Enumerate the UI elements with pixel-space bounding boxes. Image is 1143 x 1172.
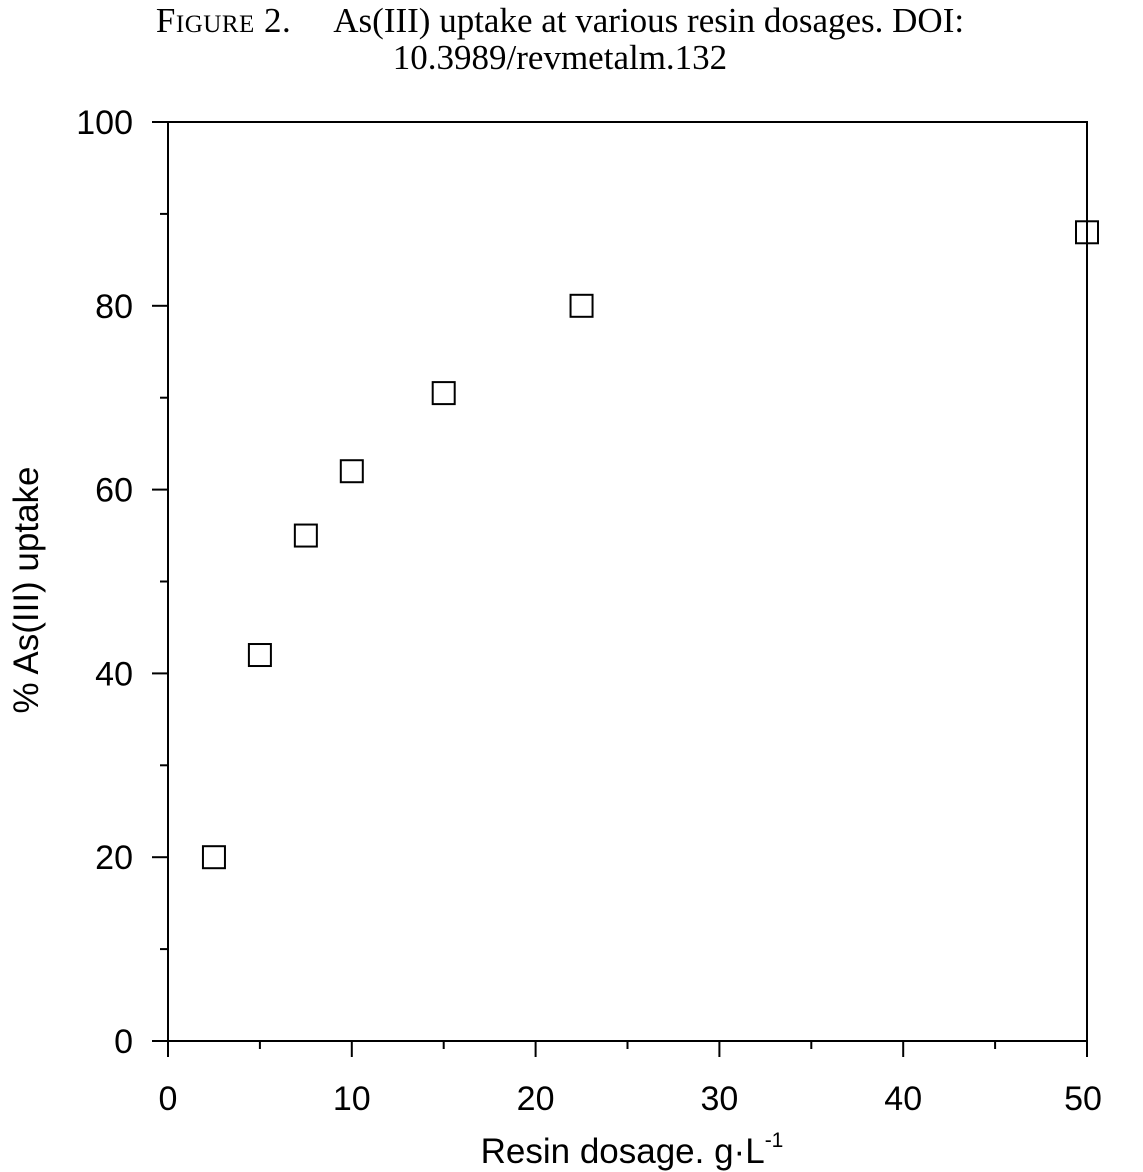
y-tick-label: 100 [76,104,133,142]
data-point-marker [201,845,226,870]
caption-line-2: 10.3989/revmetalm.132 [392,38,728,77]
y-tick-label: 0 [114,1023,133,1061]
caption-line-1: Figure 2. As(III) uptake at various resin… [0,2,1120,39]
data-point-marker [431,381,456,406]
figure-label: Figure 2. [155,1,292,40]
x-tick-label: 40 [884,1080,922,1118]
axis-ticks [152,121,1088,1057]
x-tick-label: 50 [1064,1080,1102,1118]
plot-frame [167,121,1088,1042]
y-tick-label: 20 [95,839,133,877]
y-tick-label: 60 [95,472,133,510]
x-axis-title: Resin dosage. g·L-1 [481,1129,784,1171]
y-tick-label: 40 [95,655,133,693]
data-point-marker [339,459,364,484]
data-point-marker [247,643,272,668]
data-points [201,220,1099,870]
x-tick-label: 10 [333,1080,371,1118]
x-tick-label: 30 [700,1080,738,1118]
caption-text: As(III) uptake at various resin dosages.… [333,1,965,40]
x-tick-label: 20 [517,1080,555,1118]
data-point-marker [569,293,594,318]
figure-caption: Figure 2. As(III) uptake at various resin… [0,2,1120,76]
x-tick-label: 0 [159,1080,178,1118]
y-tick-label: 80 [95,288,133,326]
data-point-marker [1075,220,1099,245]
y-axis-title: % As(III) uptake [7,466,46,713]
axis-tick-labels: 0 10 20 30 40 50 0 20 40 60 80 100 [76,104,1102,1118]
data-point-marker [293,523,318,548]
